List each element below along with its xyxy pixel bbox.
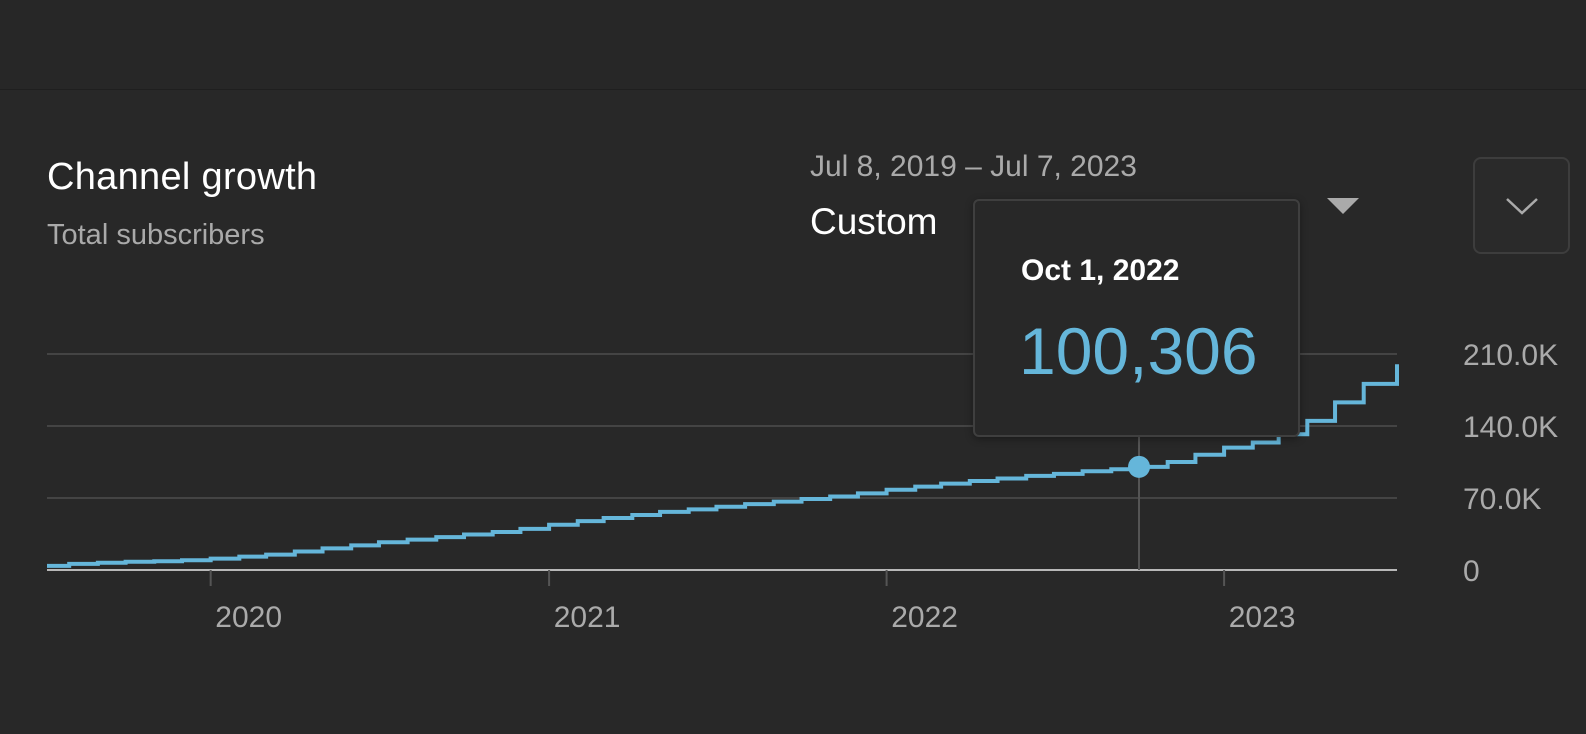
- y-tick-label: 210.0K: [1463, 339, 1558, 372]
- tooltip-date: Oct 1, 2022: [1021, 254, 1180, 287]
- card-title: Channel growth: [47, 156, 318, 198]
- x-tick-label: 2022: [891, 601, 958, 634]
- subscribers-line: [47, 364, 1399, 568]
- x-tick-label: 2023: [1229, 601, 1296, 634]
- period-dropdown[interactable]: Custom: [810, 196, 1370, 252]
- card-subtitle: Total subscribers: [47, 219, 265, 251]
- highlight-point: [1128, 455, 1151, 478]
- x-tick-label: 2021: [554, 601, 621, 634]
- top-header-band: [0, 0, 1586, 90]
- x-tick-label: 2020: [215, 601, 282, 634]
- caret-down-icon: [1327, 198, 1359, 214]
- y-tick-label: 70.0K: [1463, 483, 1541, 516]
- period-select-value: Custom: [810, 201, 938, 242]
- expand-button[interactable]: [1473, 157, 1570, 254]
- data-point-tooltip: Oct 1, 2022 100,306: [973, 199, 1300, 437]
- tooltip-value: 100,306: [1019, 314, 1258, 388]
- y-tick-label: 0: [1463, 555, 1480, 588]
- y-tick-label: 140.0K: [1463, 411, 1558, 444]
- chevron-down-icon: [1506, 198, 1538, 215]
- date-range-label: Jul 8, 2019 – Jul 7, 2023: [810, 150, 1137, 183]
